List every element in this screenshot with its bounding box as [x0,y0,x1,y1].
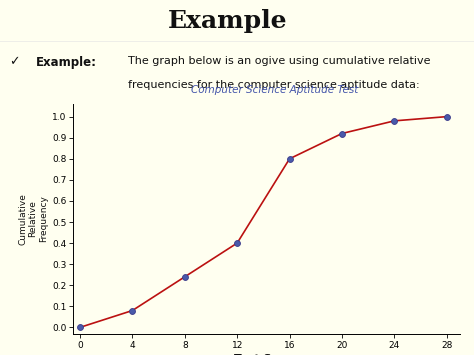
Point [76,324,84,330]
Point [391,118,398,124]
Text: The graph below is an ogive using cumulative relative: The graph below is an ogive using cumula… [128,56,430,66]
Text: Example: Example [168,9,287,33]
Point [233,240,241,246]
Text: frequencies for the computer science aptitude data:: frequencies for the computer science apt… [128,81,419,91]
Point [443,114,450,120]
Point [338,131,346,136]
Point [286,156,293,162]
Point [128,308,136,313]
Point [181,274,189,280]
Y-axis label: Cumulative
Relative
Frequency: Cumulative Relative Frequency [18,193,48,245]
Text: Computer Science Aptitude Test: Computer Science Aptitude Test [191,85,358,95]
Text: Example:: Example: [36,56,97,69]
Text: ✓: ✓ [9,56,20,69]
X-axis label: Test Score: Test Score [234,354,299,355]
